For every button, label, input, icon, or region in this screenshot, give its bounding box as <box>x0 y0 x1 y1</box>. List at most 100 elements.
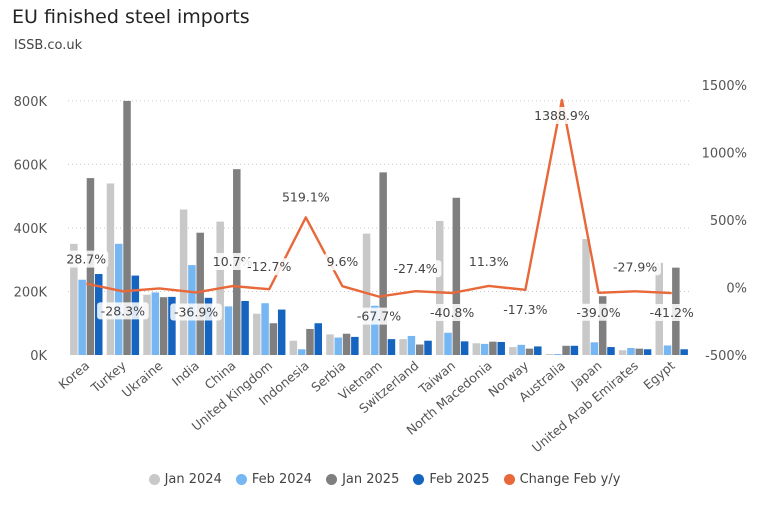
data-label-bg <box>572 303 625 321</box>
data-label-bg <box>532 106 592 124</box>
bar <box>159 297 168 355</box>
bar <box>351 336 359 355</box>
chart-subtitle: ISSB.co.uk <box>14 38 83 53</box>
bar <box>509 347 517 355</box>
data-label-bg <box>645 304 698 322</box>
x-tick-label: Ukraine <box>119 358 166 401</box>
bar <box>590 342 599 355</box>
x-tick-label: Egypt <box>640 358 677 393</box>
bar <box>460 341 469 355</box>
bar <box>618 350 627 355</box>
legend-item[interactable]: Jan 2025 <box>326 472 399 487</box>
bar <box>643 349 652 355</box>
bar <box>435 220 444 355</box>
data-label: 28.7% <box>66 252 106 267</box>
data-label: 11.3% <box>469 254 509 269</box>
bar <box>314 323 323 355</box>
y-left-tick-label: 200K <box>14 285 48 300</box>
bar <box>399 339 407 355</box>
data-label-bg <box>280 188 332 206</box>
data-label: -40.8% <box>430 305 474 320</box>
y-right-tick-label: 1500% <box>702 79 747 94</box>
bar <box>480 343 489 355</box>
chart-canvas: 0K 200K 400K 600K 800K -500% 0% 500% 1000% 1500% K… <box>14 79 747 455</box>
line-series <box>86 98 672 298</box>
bar <box>277 309 286 355</box>
legend-label: Jan 2025 <box>342 472 400 487</box>
data-label: 1388.9% <box>534 108 590 123</box>
bar <box>204 297 213 355</box>
legend-label: Jan 2024 <box>164 472 222 487</box>
data-label: -39.0% <box>576 305 620 320</box>
data-label-bg <box>426 304 478 322</box>
data-label: 10.7% <box>213 254 253 269</box>
legend-swatch <box>235 474 247 485</box>
bar <box>179 209 188 355</box>
data-label: 9.6% <box>327 254 359 269</box>
bar <box>241 301 249 355</box>
bar <box>114 243 123 355</box>
bar <box>342 333 351 355</box>
bar <box>143 294 151 355</box>
bar <box>582 239 590 355</box>
data-label-bg <box>64 250 109 268</box>
bar <box>415 344 424 355</box>
bar <box>253 313 261 355</box>
legend-item[interactable]: Jan 2024 <box>148 472 222 487</box>
data-label: -36.9% <box>174 304 218 319</box>
bar <box>326 334 334 355</box>
legend: Jan 2024 Feb 2024 Jan 2025 Feb 2025 Change F… <box>0 472 769 487</box>
bar <box>334 337 343 355</box>
bar <box>297 349 306 355</box>
legend-item[interactable]: Feb 2025 <box>413 472 490 487</box>
bar <box>570 345 579 355</box>
bar <box>407 335 416 355</box>
bar <box>525 348 534 355</box>
legend-swatch <box>326 474 338 485</box>
bar <box>424 340 432 355</box>
bar <box>224 306 233 355</box>
bar <box>151 292 160 355</box>
data-label: -27.4% <box>393 261 437 276</box>
bar <box>534 346 542 355</box>
data-label-bg <box>97 302 149 320</box>
bar <box>168 296 176 355</box>
bar <box>78 279 86 355</box>
data-label: -27.9% <box>613 259 657 274</box>
y-left-tick-label: 800K <box>14 95 48 110</box>
y-right-tick-label: -500% <box>705 349 747 364</box>
bar <box>635 348 644 355</box>
legend-label: Change Feb y/y <box>519 472 621 487</box>
bar <box>261 303 269 355</box>
y-right-tick-label: 1000% <box>702 147 747 162</box>
x-tick-label: Korea <box>55 358 92 392</box>
data-label-bg <box>389 260 442 278</box>
bar <box>545 354 554 355</box>
bar <box>387 339 396 355</box>
bar <box>452 197 461 355</box>
bar <box>489 341 497 355</box>
bar <box>289 340 298 355</box>
data-label-bg <box>243 258 296 276</box>
bar <box>497 341 505 355</box>
bar <box>371 305 379 355</box>
legend-item[interactable]: Feb 2024 <box>235 472 312 487</box>
data-label-bg <box>609 258 661 276</box>
legend-item[interactable]: Change Feb y/y <box>503 472 621 487</box>
bar <box>554 354 562 355</box>
data-label: -12.7% <box>247 259 291 274</box>
bar <box>444 332 452 355</box>
legend-swatch <box>503 474 515 485</box>
bar <box>123 100 131 355</box>
data-label: -67.7% <box>357 309 401 324</box>
bar <box>269 323 278 355</box>
bar <box>106 183 115 355</box>
y-left-tick-label: 400K <box>14 222 48 237</box>
data-label: -28.3% <box>101 303 145 318</box>
bar <box>607 347 615 355</box>
y-left-tick-label: 0K <box>30 349 47 364</box>
bar <box>306 328 314 355</box>
bar <box>379 172 387 355</box>
bar <box>598 296 607 355</box>
bar <box>627 348 635 355</box>
